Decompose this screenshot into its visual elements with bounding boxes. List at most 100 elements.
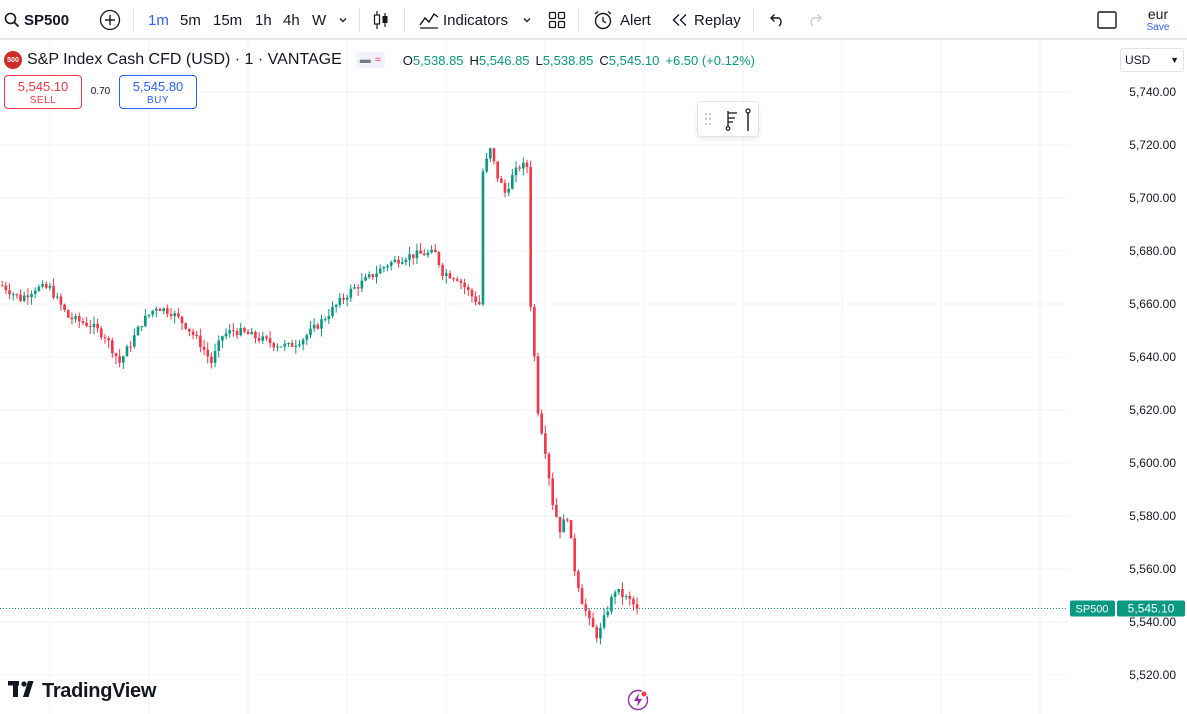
fib-tool-icon[interactable]: [724, 109, 740, 136]
top-toolbar: SP500 1m 5m 15m 1h 4h W Indicators: [0, 0, 1187, 40]
candle-body: [151, 310, 154, 315]
low-label: L: [535, 52, 543, 68]
interval-dropdown[interactable]: [338, 0, 348, 40]
candle-body: [136, 326, 140, 336]
candle-body: [569, 520, 573, 539]
price-axis[interactable]: 5,520.00 5,540.00 5,560.00 5,580.00 5,600.00…: [1129, 85, 1176, 682]
series-name-label: SP500: [1075, 603, 1108, 615]
candle-body: [496, 161, 499, 179]
price-axis-label: 5,600.00: [1129, 456, 1176, 470]
candle-body: [30, 293, 33, 298]
close-label: C: [599, 52, 609, 68]
candle-body: [239, 328, 243, 336]
buy-button[interactable]: 5,545.80 BUY: [119, 75, 197, 109]
redo-button[interactable]: [806, 0, 824, 40]
candle-body: [213, 351, 217, 364]
templates-button[interactable]: [548, 0, 566, 40]
replay-label: Replay: [694, 11, 741, 29]
add-symbol-icon: [99, 9, 121, 31]
lightning-icon[interactable]: [627, 688, 651, 714]
price-axis-label: 5,700.00: [1129, 191, 1176, 205]
candle-style-icon: [372, 10, 390, 30]
tv-logo-icon: [8, 680, 38, 702]
candle-body: [158, 308, 162, 312]
interval-w[interactable]: W: [312, 11, 327, 29]
drag-handle-icon[interactable]: [704, 111, 712, 132]
candle-body: [617, 589, 621, 593]
alert-button[interactable]: Alert: [593, 0, 651, 40]
add-symbol-button[interactable]: [99, 0, 121, 40]
candle-body: [547, 453, 551, 479]
candle-body: [338, 297, 342, 305]
symbol-search[interactable]: SP500: [4, 0, 69, 40]
undo-button[interactable]: [768, 0, 786, 40]
symbol-label: SP500: [24, 11, 70, 29]
hide-legend-button[interactable]: ▬: [359, 54, 371, 66]
compare-button[interactable]: ≈: [374, 54, 381, 66]
candle-body: [250, 331, 254, 335]
interval-4h[interactable]: 4h: [283, 11, 300, 29]
vertical-line-tool-icon[interactable]: [743, 108, 753, 137]
candle-body: [228, 330, 232, 334]
interval-1h[interactable]: 1h: [255, 11, 272, 29]
candle-body: [555, 504, 558, 517]
interval-15m[interactable]: 15m: [213, 11, 243, 29]
price-axis-label: 5,560.00: [1129, 562, 1176, 576]
replay-button[interactable]: Replay: [671, 0, 741, 40]
candle-body: [404, 259, 408, 263]
candle-body: [173, 313, 176, 317]
candle-body: [433, 249, 437, 253]
alert-label: Alert: [620, 11, 651, 29]
legend-toggle-buttons[interactable]: ▬ ≈: [355, 52, 385, 68]
chevron-down-icon: [338, 15, 348, 25]
sell-button[interactable]: 5,545.10 SELL: [4, 75, 82, 109]
candle-body: [92, 323, 96, 328]
candle-body: [320, 319, 323, 329]
candle-body: [577, 571, 580, 589]
candle-body: [426, 252, 430, 256]
last-price-tag: [1117, 600, 1185, 617]
candle-body: [621, 589, 624, 598]
candle-body: [298, 344, 301, 346]
candle-body: [59, 296, 63, 305]
chart-style-button[interactable]: [372, 0, 390, 40]
candle-body: [191, 331, 195, 335]
interval-5m[interactable]: 5m: [180, 11, 201, 29]
candle-body: [144, 315, 147, 327]
candle-body: [96, 323, 99, 329]
toolbar-divider: [359, 8, 360, 32]
candle-body: [536, 356, 540, 414]
symbol-title[interactable]: S&P Index Cash CFD (USD) · 1 · VANTAGE: [27, 51, 342, 68]
save-button[interactable]: eur Save: [1130, 6, 1186, 34]
candle-body: [529, 166, 532, 307]
candle-body: [261, 336, 265, 341]
candle-body: [371, 274, 375, 278]
low-value: 5,538.85: [542, 52, 594, 68]
candle-body: [210, 356, 213, 364]
candle-body: [199, 335, 202, 347]
candle-body: [364, 277, 367, 281]
last-price-tags: SP500 5,545.10: [1070, 600, 1185, 617]
candle-body: [81, 321, 85, 323]
candle-body: [107, 338, 110, 341]
candle-body: [459, 280, 463, 283]
candle-body: [474, 296, 477, 303]
candle-body: [103, 337, 107, 339]
candle-body: [635, 604, 639, 609]
interval-1m[interactable]: 1m: [148, 11, 169, 29]
candle-body: [610, 596, 613, 612]
candle-body: [66, 310, 70, 318]
indicators-button[interactable]: Indicators: [419, 0, 508, 40]
fullscreen-button[interactable]: [1097, 0, 1117, 40]
fullscreen-icon: [1097, 11, 1117, 29]
candle-body: [606, 611, 610, 616]
candle-body: [243, 328, 246, 332]
undo-icon: [768, 13, 786, 27]
indicators-dropdown[interactable]: [522, 0, 532, 40]
tradingview-logo[interactable]: TradingView: [8, 679, 156, 703]
currency-select[interactable]: USD ▼: [1120, 48, 1184, 72]
candle-body: [419, 250, 422, 254]
chart-canvas[interactable]: 5,520.00 5,540.00 5,560.00 5,580.00 5,600.00…: [0, 40, 1187, 714]
candle-body: [511, 175, 514, 189]
candle-body: [195, 334, 199, 336]
